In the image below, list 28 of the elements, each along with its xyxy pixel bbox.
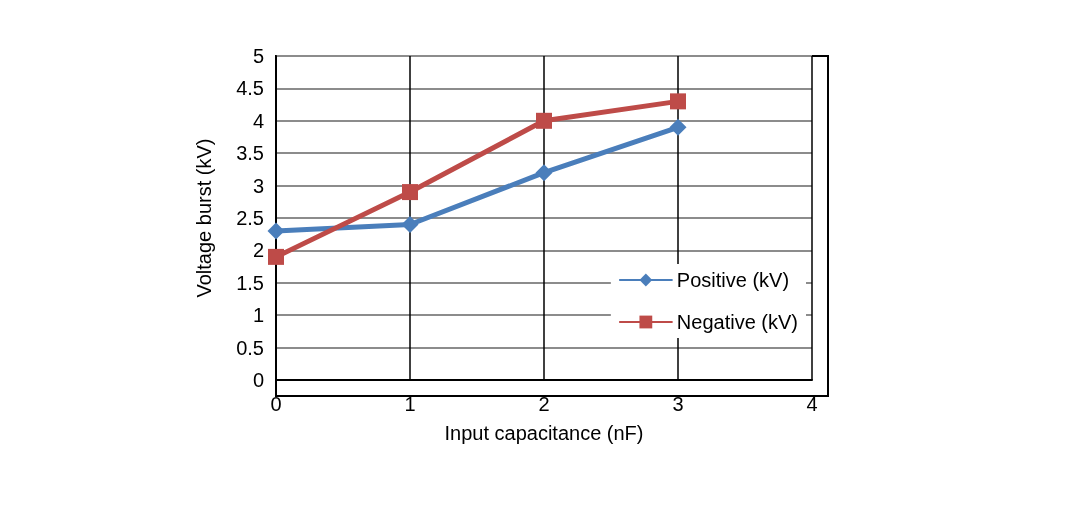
- point: [535, 164, 553, 182]
- y-tick-label: 1.5: [236, 271, 264, 294]
- point: [536, 112, 552, 129]
- x-tick-label: 0: [270, 393, 282, 415]
- point: [669, 118, 687, 136]
- x-tick-label: 2: [538, 393, 550, 415]
- y-tick-label: 3: [252, 174, 264, 197]
- point: [401, 215, 419, 233]
- x-axis-title: Input capacitance (nF): [444, 422, 644, 444]
- y-tick-label: 4.5: [236, 77, 264, 100]
- legend-label: Negative (kV): [676, 311, 798, 333]
- point: [268, 248, 284, 265]
- point: [402, 184, 418, 201]
- x-tick-label: 4: [806, 393, 818, 415]
- y-axis-title: Voltage burst (kV): [193, 138, 215, 298]
- x-tick-label: 3: [672, 393, 684, 415]
- y-tick-label: 3.5: [236, 142, 264, 165]
- point: [670, 93, 686, 110]
- y-tick-label: 0.5: [236, 336, 264, 359]
- y-tick-label: 1: [252, 304, 264, 327]
- y-tick-label: 2.5: [236, 207, 264, 229]
- y-tick-label: 2: [252, 239, 264, 262]
- y-tick-label: 5: [252, 45, 264, 67]
- legend-label: Positive (kV): [676, 269, 790, 291]
- y-tick-label: 0: [252, 369, 264, 391]
- point: [267, 222, 285, 240]
- y-tick-label: 4: [252, 109, 264, 132]
- x-tick-label: 1: [404, 393, 416, 415]
